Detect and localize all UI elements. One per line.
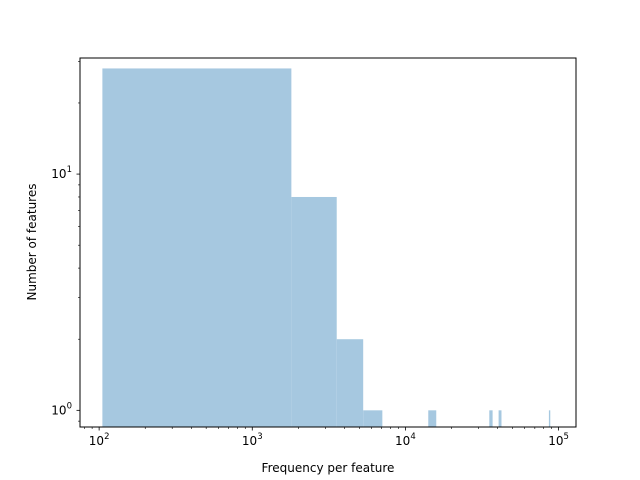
- x-axis-ticks: 102 103 104 105: [83, 427, 569, 448]
- x-tick-label-1: 102: [89, 432, 110, 448]
- histogram-bar-5: [428, 410, 437, 427]
- histogram-bar-4: [363, 410, 383, 427]
- axes-frame: [79, 57, 577, 428]
- x-tick-label-3: 104: [395, 432, 416, 448]
- y-tick-label-2: 101: [51, 165, 72, 181]
- histogram-bar-7: [498, 410, 502, 427]
- histogram-bar-2: [291, 196, 337, 427]
- histogram-bar-6: [489, 410, 493, 427]
- y-tick-label-1: 100: [51, 401, 72, 417]
- y-axis-ticks: 100 101: [51, 61, 80, 422]
- histogram-bar-1: [102, 68, 292, 427]
- bars-group: [102, 68, 551, 427]
- histogram-bar-8: [548, 410, 551, 427]
- x-axis-label: Frequency per feature: [262, 461, 395, 475]
- x-tick-label-2: 103: [242, 432, 263, 448]
- histogram-bar-3: [336, 339, 364, 427]
- y-axis-label: Number of features: [25, 184, 39, 301]
- x-tick-label-4: 105: [548, 432, 569, 448]
